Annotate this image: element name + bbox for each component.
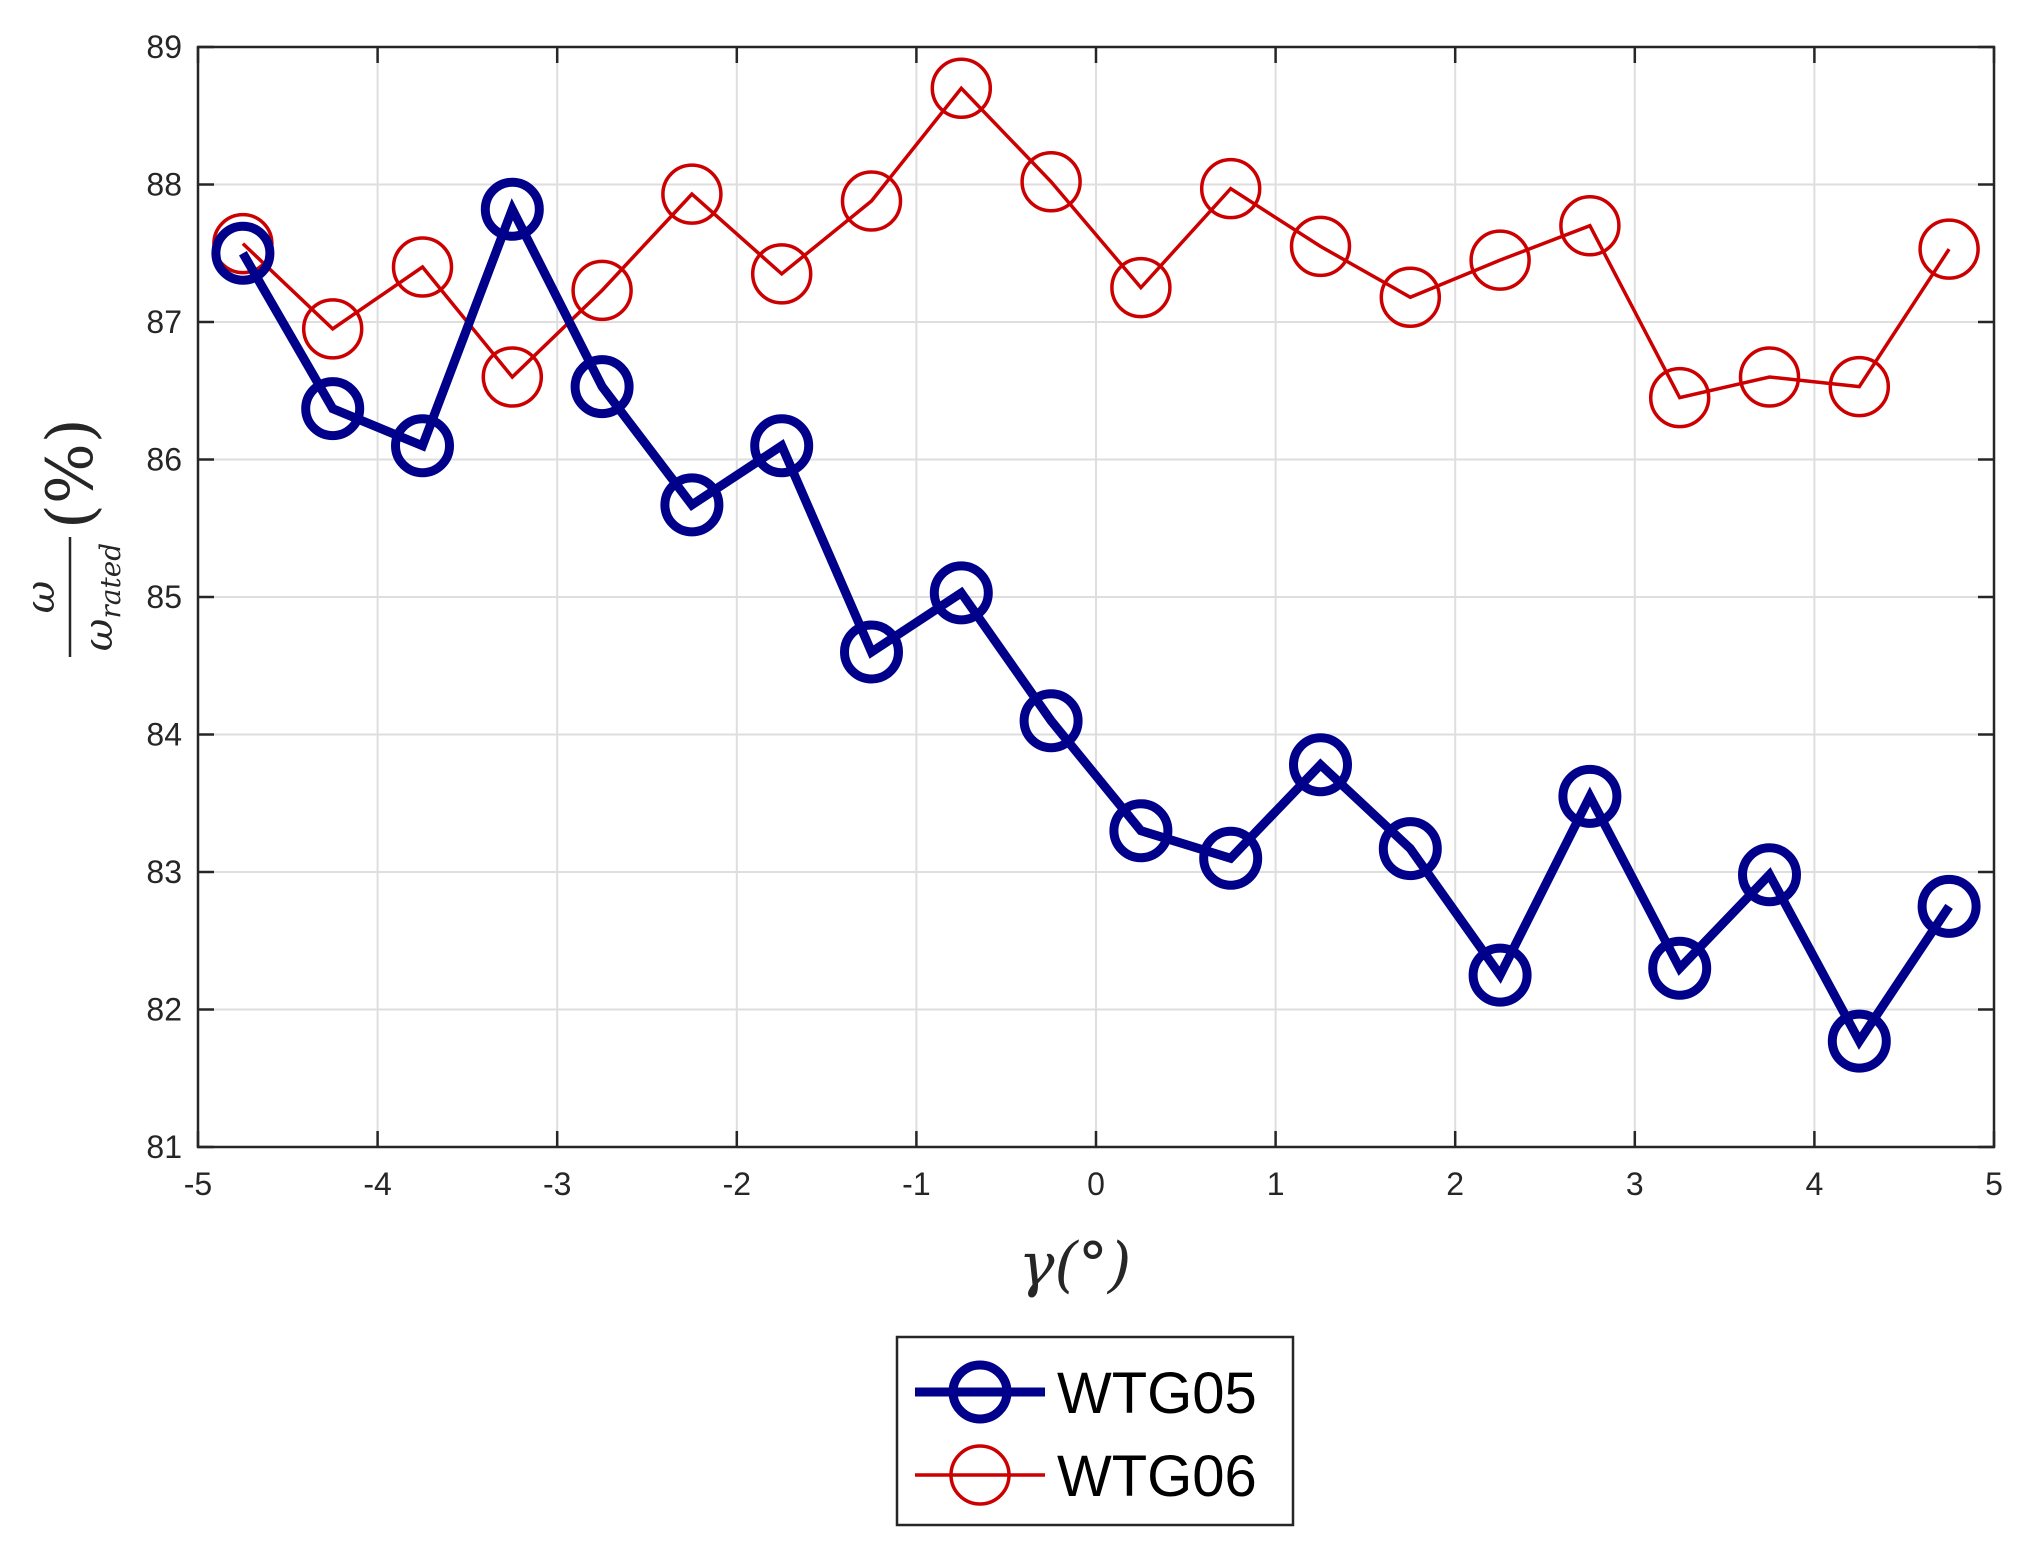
data-point-wtg06 <box>1110 256 1172 319</box>
legend-marker-wtg05 <box>948 1360 1012 1424</box>
y-tick-label: 82 <box>146 992 182 1028</box>
y-axis-title: ω ωrated (%) <box>18 418 127 657</box>
y-axis-unit: (%) <box>34 418 108 529</box>
x-tick-label: -3 <box>543 1166 571 1202</box>
x-tick-label: -5 <box>184 1166 212 1202</box>
x-tick-label: 5 <box>1985 1166 2003 1202</box>
data-point-wtg05 <box>1019 689 1083 753</box>
series <box>211 57 1981 1073</box>
data-point-wtg05 <box>301 377 365 441</box>
data-point-wtg05 <box>1199 826 1263 890</box>
x-axis-title: γ(°) <box>1019 1230 1132 1300</box>
series-line-wtg06 <box>241 85 1951 400</box>
x-tick-label: 3 <box>1626 1166 1644 1202</box>
data-point-wtg06 <box>1469 229 1531 291</box>
data-point-wtg05 <box>1738 843 1801 907</box>
series-line-wtg05 <box>239 198 1953 1050</box>
x-tick-label: -4 <box>363 1166 391 1202</box>
data-point-wtg06 <box>840 170 903 232</box>
data-point-wtg06 <box>1828 355 1891 418</box>
series-wtg06 <box>212 57 1980 429</box>
y-axis-denominator-sub: rated <box>94 543 127 619</box>
x-tick-label: 4 <box>1806 1166 1824 1202</box>
legend-marker-wtg06 <box>949 1444 1011 1506</box>
data-point-wtg05 <box>1468 943 1532 1007</box>
data-point-wtg06 <box>1289 215 1352 278</box>
y-axis-numerator: ω <box>18 581 64 614</box>
data-point-wtg05 <box>929 561 993 625</box>
y-tick-label: 87 <box>146 304 182 340</box>
data-point-wtg05 <box>1827 1009 1891 1073</box>
axis-ticks: -5 -4 -3 -2 -1 0 1 2 3 4 5 81 82 83 84 85 86 87 88 89 <box>146 29 2002 1202</box>
data-point-wtg06 <box>1918 218 1980 280</box>
data-point-wtg05 <box>1648 936 1712 1000</box>
data-point-wtg06 <box>391 236 454 298</box>
x-tick-label: -1 <box>902 1166 930 1202</box>
data-point-wtg06 <box>661 163 723 225</box>
data-point-wtg06 <box>1199 157 1262 220</box>
y-tick-label: 86 <box>146 442 182 478</box>
y-tick-label: 83 <box>146 854 182 890</box>
data-point-wtg05 <box>1109 799 1173 863</box>
data-point-wtg06 <box>301 298 364 360</box>
y-axis-denominator: ωrated <box>76 543 127 651</box>
y-tick-label: 85 <box>146 579 182 615</box>
legend: WTG05 WTG06 <box>895 1335 1295 1527</box>
legend-entry-wtg05: WTG05 <box>915 1360 1257 1426</box>
data-point-wtg05 <box>750 414 814 478</box>
x-tick-label: 1 <box>1267 1166 1285 1202</box>
series-wtg05 <box>211 177 1981 1073</box>
data-point-wtg06 <box>750 243 813 305</box>
data-point-wtg05 <box>1289 733 1352 797</box>
data-point-wtg05 <box>840 620 903 684</box>
data-point-wtg06 <box>1379 266 1442 328</box>
data-point-wtg06 <box>930 57 993 119</box>
legend-entry-wtg06: WTG06 <box>915 1444 1257 1509</box>
data-point-wtg05 <box>211 221 275 285</box>
data-point-wtg06 <box>1559 195 1621 257</box>
data-point-wtg05 <box>1558 764 1622 828</box>
y-axis-denominator-base: ω <box>76 619 122 652</box>
x-tick-label: 2 <box>1446 1166 1464 1202</box>
data-point-wtg05 <box>1917 874 1981 938</box>
y-tick-label: 84 <box>146 717 182 753</box>
y-tick-label: 88 <box>146 167 182 203</box>
data-point-wtg06 <box>1020 151 1082 213</box>
data-point-wtg05 <box>480 177 544 241</box>
x-tick-label: 0 <box>1087 1166 1105 1202</box>
data-point-wtg06 <box>1738 346 1801 408</box>
data-point-wtg06 <box>1648 366 1711 429</box>
data-point-wtg05 <box>1378 817 1442 881</box>
data-point-wtg05 <box>391 414 454 478</box>
data-point-wtg06 <box>571 259 633 322</box>
data-point-wtg05 <box>660 473 724 537</box>
data-point-wtg06 <box>481 346 544 408</box>
data-point-wtg05 <box>570 355 634 419</box>
legend-label-wtg05: WTG05 <box>1057 1361 1257 1426</box>
y-tick-label: 89 <box>146 29 182 65</box>
x-tick-label: -2 <box>723 1166 751 1202</box>
legend-label-wtg06: WTG06 <box>1057 1444 1257 1509</box>
y-tick-label: 81 <box>146 1129 182 1165</box>
